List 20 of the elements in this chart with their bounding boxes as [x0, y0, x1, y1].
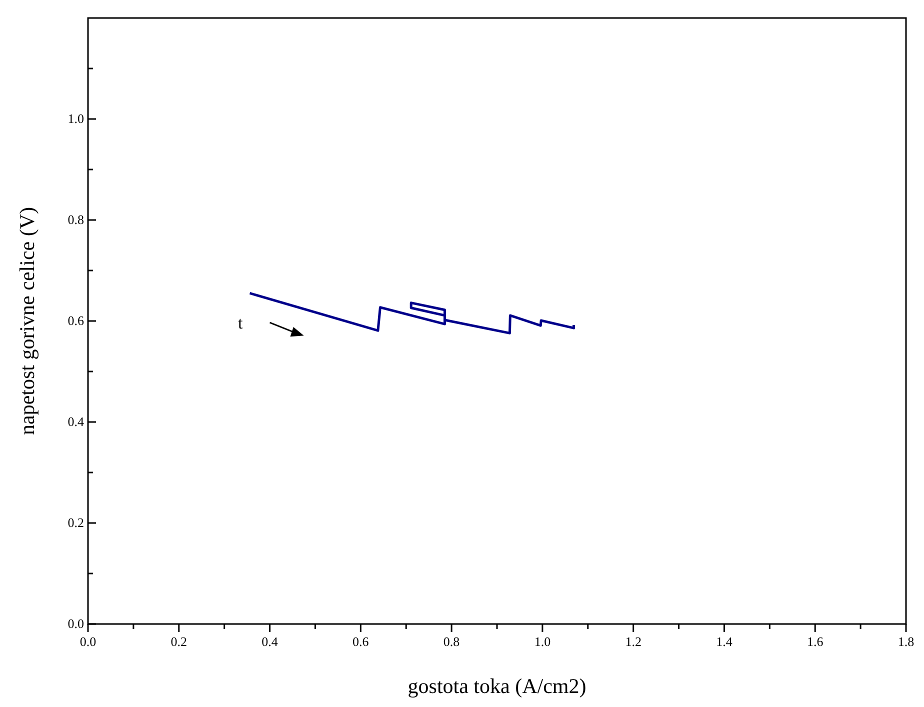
y-axis-title: napetost gorivne celice (V) — [15, 207, 39, 435]
x-tick-label: 0.2 — [170, 634, 188, 649]
y-tick-label: 0.4 — [68, 414, 84, 429]
y-tick-label: 0.2 — [68, 515, 84, 530]
x-tick-label: 1.6 — [806, 634, 824, 649]
x-tick-label: 1.4 — [716, 634, 733, 649]
line-series — [248, 292, 576, 334]
x-tick-label: 0.0 — [80, 634, 96, 649]
x-tick-label: 1.8 — [898, 634, 914, 649]
y-tick-label: 0.0 — [68, 616, 84, 631]
annotation: t — [238, 314, 243, 333]
y-tick-label: 1.0 — [68, 111, 84, 126]
x-tick-label: 0.6 — [352, 634, 370, 649]
x-tick-label: 1.2 — [625, 634, 642, 649]
y-tick-label: 0.8 — [68, 212, 84, 227]
y-tick-label: 0.6 — [68, 313, 84, 328]
x-tick-label: 0.8 — [443, 634, 460, 649]
x-tick-label: 1.0 — [534, 634, 551, 649]
x-axis-title: gostota toka (A/cm2) — [408, 674, 586, 698]
x-tick-label: 0.4 — [262, 634, 278, 649]
